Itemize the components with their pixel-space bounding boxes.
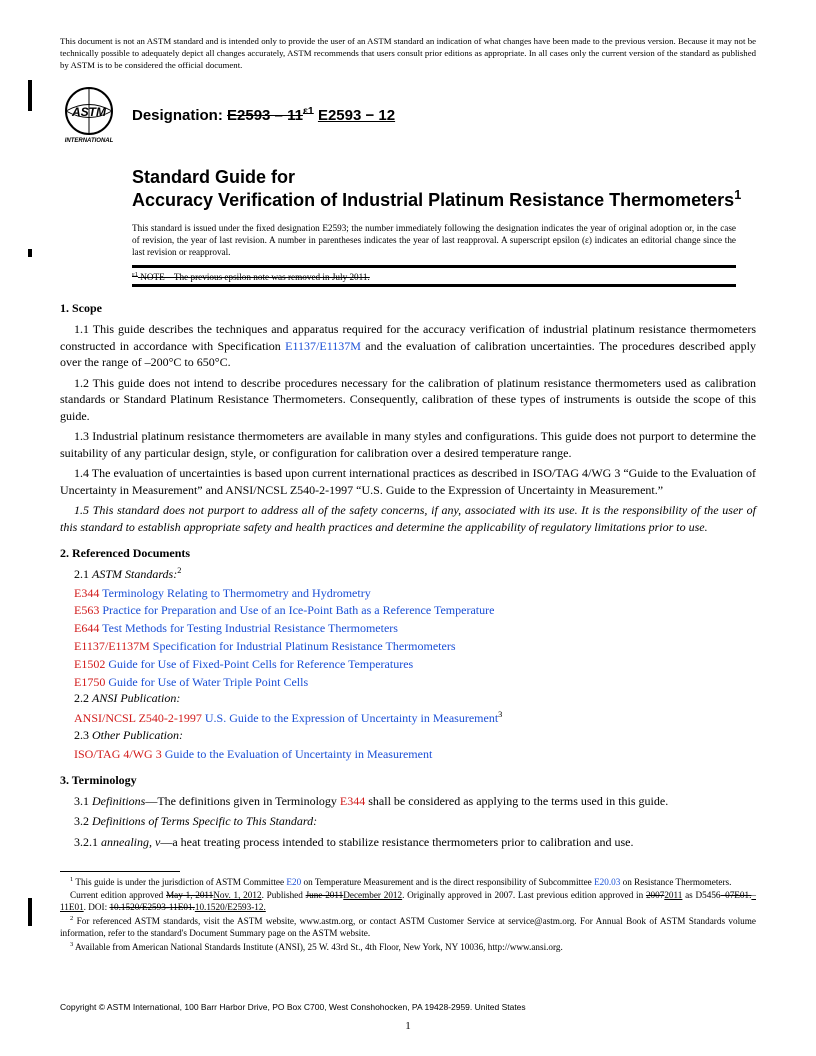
ref-item: ANSI/NCSL Z540-2-1997 U.S. Guide to the … — [60, 709, 756, 727]
ref-title[interactable]: Guide for Use of Water Triple Point Cell… — [108, 675, 308, 689]
ref-code[interactable]: E1137/E1137M — [74, 639, 150, 653]
ref-item: E1750 Guide for Use of Water Triple Poin… — [60, 674, 756, 691]
ref-title[interactable]: Specification for Industrial Platinum Re… — [153, 639, 456, 653]
ref-title[interactable]: Practice for Preparation and Use of an I… — [102, 603, 494, 617]
ref-title[interactable]: Guide to the Evaluation of Uncertainty i… — [165, 747, 433, 761]
ref-code[interactable]: E1502 — [74, 657, 105, 671]
copyright: Copyright © ASTM International, 100 Barr… — [60, 1002, 526, 1012]
footnote-3: 3 Available from American National Stand… — [60, 941, 756, 953]
epsilon-note: ε1 NOTE—The previous epsilon note was re… — [132, 270, 736, 284]
ref-item: ISO/TAG 4/WG 3 Guide to the Evaluation o… — [60, 746, 756, 763]
issuance-note: This standard is issued under the fixed … — [132, 222, 756, 259]
para-1-5: 1.5 This standard does not purport to ad… — [60, 502, 756, 535]
ref-item: E1502 Guide for Use of Fixed-Point Cells… — [60, 656, 756, 673]
ref-title[interactable]: Terminology Relating to Thermometry and … — [102, 586, 371, 600]
rule — [132, 284, 736, 287]
ref-title[interactable]: Guide for Use of Fixed-Point Cells for R… — [108, 657, 413, 671]
change-bar — [28, 249, 32, 257]
ref-item: E563 Practice for Preparation and Use of… — [60, 602, 756, 619]
ref-code[interactable]: E644 — [74, 621, 99, 635]
section-head-refdocs: 2. Referenced Documents — [60, 546, 756, 561]
ref-code[interactable]: ANSI/NCSL Z540-2-1997 — [74, 711, 202, 725]
ref-code[interactable]: E563 — [74, 603, 99, 617]
svg-text:INTERNATIONAL: INTERNATIONAL — [65, 138, 114, 144]
ref-item: E1137/E1137M Specification for Industria… — [60, 638, 756, 655]
document-title: Standard Guide for Accuracy Verification… — [132, 166, 756, 212]
ref-code[interactable]: E1750 — [74, 675, 105, 689]
para-1-3: 1.3 Industrial platinum resistance therm… — [60, 428, 756, 461]
page-number: 1 — [0, 1020, 816, 1032]
para-3-2-1: 3.2.1 annealing, v—a heat treating proce… — [60, 834, 756, 851]
ref-title[interactable]: U.S. Guide to the Expression of Uncertai… — [205, 711, 498, 725]
change-bar — [28, 80, 32, 111]
para-3-1: 3.1 Definitions—The definitions given in… — [60, 793, 756, 810]
footnote-rule — [60, 871, 180, 872]
subhead-2-2: 2.2 ANSI Publication: — [60, 691, 756, 706]
section-head-scope: 1. Scope — [60, 301, 756, 316]
footnote-1b: Current edition approved May 1, 2011Nov.… — [60, 889, 756, 914]
rule — [132, 265, 736, 268]
ref-code[interactable]: ISO/TAG 4/WG 3 — [74, 747, 162, 761]
subhead-2-1: 2.1 ASTM Standards:2 — [60, 566, 756, 582]
astm-logo: ASTM INTERNATIONAL — [60, 86, 118, 144]
ref-code[interactable]: E344 — [74, 586, 99, 600]
ref-item: E344 Terminology Relating to Thermometry… — [60, 585, 756, 602]
designation: Designation: E2593 – 11ε1 E2593 − 12 — [132, 105, 395, 124]
link-e344[interactable]: E344 — [340, 794, 365, 808]
footnote-1: 1 This guide is under the jurisdiction o… — [60, 876, 756, 888]
footnote-2: 2 For referenced ASTM standards, visit t… — [60, 915, 756, 940]
para-1-1: 1.1 This guide describes the techniques … — [60, 321, 756, 371]
header: ASTM INTERNATIONAL Designation: E2593 – … — [60, 86, 756, 144]
ref-title[interactable]: Test Methods for Testing Industrial Resi… — [102, 621, 398, 635]
para-1-4: 1.4 The evaluation of uncertainties is b… — [60, 465, 756, 498]
svg-text:ASTM: ASTM — [71, 105, 107, 119]
link-e20[interactable]: E20 — [286, 877, 301, 887]
section-head-terminology: 3. Terminology — [60, 773, 756, 788]
link-e2003[interactable]: E20.03 — [594, 877, 620, 887]
para-3-2: 3.2 Definitions of Terms Specific to Thi… — [60, 813, 756, 830]
ref-item: E644 Test Methods for Testing Industrial… — [60, 620, 756, 637]
link-e1137[interactable]: E1137/E1137M — [285, 339, 361, 353]
disclaimer-text: This document is not an ASTM standard an… — [60, 36, 756, 72]
para-1-2: 1.2 This guide does not intend to descri… — [60, 375, 756, 425]
change-bar — [28, 898, 32, 926]
subhead-2-3: 2.3 Other Publication: — [60, 728, 756, 743]
